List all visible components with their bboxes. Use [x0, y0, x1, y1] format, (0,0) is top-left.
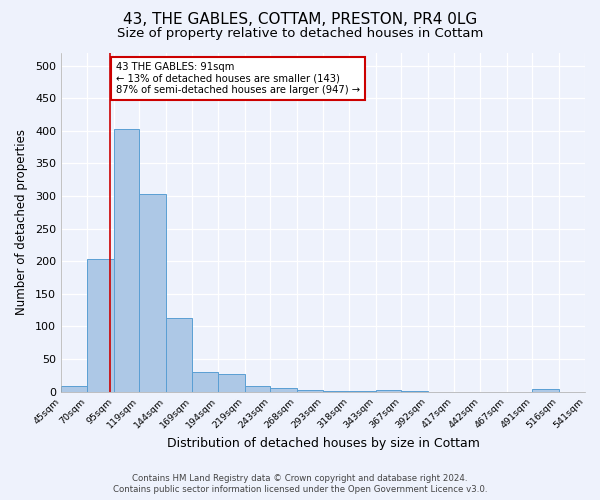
X-axis label: Distribution of detached houses by size in Cottam: Distribution of detached houses by size …	[167, 437, 479, 450]
Y-axis label: Number of detached properties: Number of detached properties	[15, 129, 28, 315]
Bar	[270, 388, 296, 392]
Bar	[376, 390, 401, 392]
Bar	[114, 129, 139, 392]
Bar	[323, 391, 349, 392]
Bar	[88, 258, 114, 392]
Bar	[218, 374, 245, 392]
Bar	[192, 372, 218, 392]
Bar	[61, 386, 88, 392]
Bar	[532, 389, 559, 392]
Text: Size of property relative to detached houses in Cottam: Size of property relative to detached ho…	[117, 28, 483, 40]
Text: 43 THE GABLES: 91sqm
← 13% of detached houses are smaller (143)
87% of semi-deta: 43 THE GABLES: 91sqm ← 13% of detached h…	[116, 62, 360, 96]
Bar	[139, 194, 166, 392]
Bar	[401, 391, 428, 392]
Bar	[296, 390, 323, 392]
Text: Contains HM Land Registry data © Crown copyright and database right 2024.
Contai: Contains HM Land Registry data © Crown c…	[113, 474, 487, 494]
Text: 43, THE GABLES, COTTAM, PRESTON, PR4 0LG: 43, THE GABLES, COTTAM, PRESTON, PR4 0LG	[123, 12, 477, 28]
Bar	[349, 391, 376, 392]
Bar	[166, 318, 192, 392]
Bar	[245, 386, 270, 392]
